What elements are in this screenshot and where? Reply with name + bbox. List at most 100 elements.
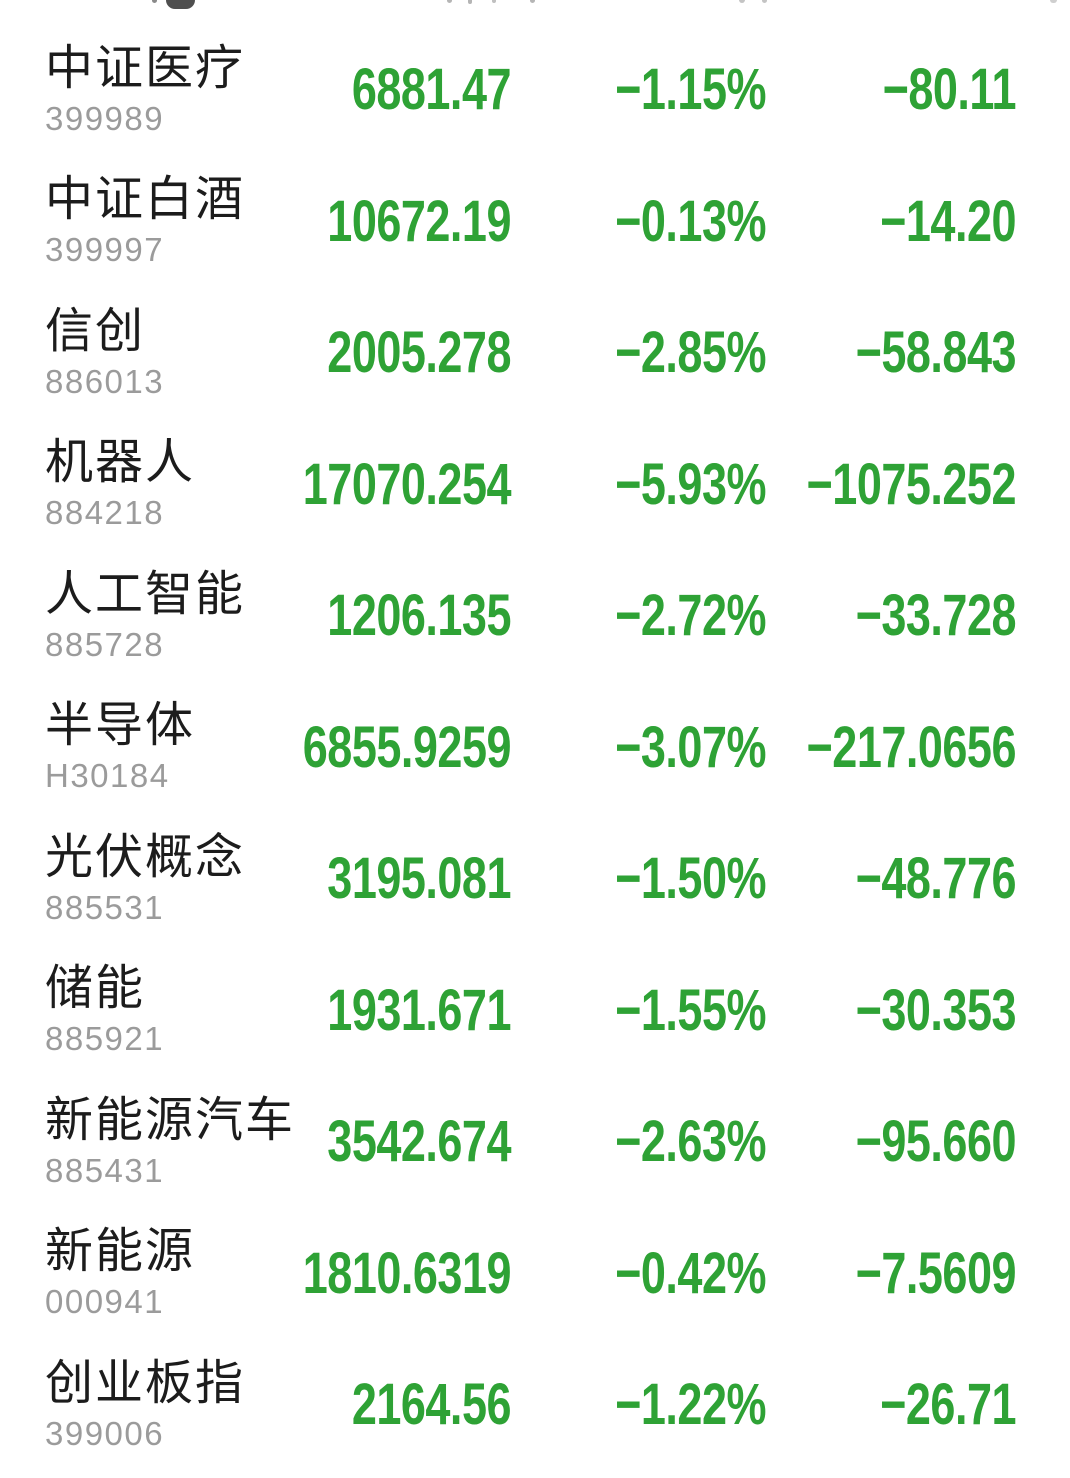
index-last-value: 3542.674 xyxy=(327,1107,511,1175)
index-name-cell: 创业板指 399006 xyxy=(45,1356,246,1452)
index-change-percent-cell: −2.85% xyxy=(511,323,766,382)
index-name-cell: 新能源 000941 xyxy=(45,1228,245,1321)
index-name-cell: 中证白酒 399997 xyxy=(45,173,246,269)
index-last-value: 2005.278 xyxy=(327,318,511,386)
index-change-amount: −26.71 xyxy=(880,1370,1016,1438)
index-last-value-cell: 2164.56 xyxy=(245,1375,512,1434)
clipped-text-fragment xyxy=(152,0,157,3)
index-last-value-cell: 2005.278 xyxy=(245,323,511,382)
index-code: 399997 xyxy=(45,231,165,269)
index-change-percent-cell: −1.55% xyxy=(511,980,766,1038)
index-name: 创业板指 xyxy=(45,1356,246,1410)
clipped-previous-row xyxy=(0,0,1070,24)
index-last-value: 2164.56 xyxy=(351,1370,512,1438)
index-change-amount: −217.0656 xyxy=(806,713,1017,780)
index-last-value: 6881.47 xyxy=(351,55,512,123)
index-change-amount: −58.843 xyxy=(855,318,1017,386)
index-row[interactable]: 信创 886013 2005.278 −2.85% −58.843 xyxy=(45,287,1017,419)
index-code: 885531 xyxy=(45,888,165,926)
index-change-percent-cell: −0.13% xyxy=(511,191,766,250)
index-change-percent: −0.13% xyxy=(615,187,766,254)
index-name-cell: 机器人 884218 xyxy=(45,436,245,532)
index-code: 399006 xyxy=(45,1414,165,1452)
index-name-cell: 信创 886013 xyxy=(45,304,245,400)
index-last-value-cell: 3195.081 xyxy=(245,849,511,908)
index-row[interactable]: 中证白酒 399997 10672.19 −0.13% −14.20 xyxy=(45,156,1016,288)
index-last-value: 17070.254 xyxy=(302,450,512,517)
index-name: 半导体 xyxy=(45,699,196,753)
index-name: 中证白酒 xyxy=(45,173,246,227)
index-name-cell: 光伏概念 885531 xyxy=(45,830,246,926)
index-list[interactable]: 中证医疗 399989 6881.47 −1.15% −80.11 中证白酒 3… xyxy=(0,24,1070,1471)
index-row[interactable]: 创业板指 399006 2164.56 −1.22% −26.71 xyxy=(45,1339,1016,1471)
index-row[interactable]: 中证医疗 399989 6881.47 −1.15% −80.11 xyxy=(45,24,1017,156)
index-row[interactable]: 新能源汽车 885431 3542.674 −2.63% −95.660 xyxy=(45,1076,1017,1208)
index-change-percent: −1.15% xyxy=(615,55,766,123)
index-row[interactable]: 机器人 884218 17070.254 −5.93% −1075.252 xyxy=(45,419,1017,551)
index-code: 884218 xyxy=(45,494,165,532)
index-name: 光伏概念 xyxy=(45,830,246,884)
clipped-text-fragment xyxy=(762,0,767,3)
index-row[interactable]: 光伏概念 885531 3195.081 −1.50% −48.776 xyxy=(45,813,1017,945)
index-last-value: 3195.081 xyxy=(327,844,511,912)
index-name-cell: 储能 885921 xyxy=(45,962,245,1056)
index-change-percent-cell: −1.22% xyxy=(511,1375,766,1434)
clipped-text-fragment xyxy=(447,0,452,3)
index-last-value-cell: 10672.19 xyxy=(245,191,511,250)
index-change-amount-cell: −95.660 xyxy=(766,1112,1017,1171)
index-last-value-cell: 6881.47 xyxy=(245,60,512,118)
index-last-value-cell: 3542.674 xyxy=(245,1112,511,1171)
index-change-amount: −95.660 xyxy=(855,1107,1017,1175)
index-change-percent-cell: −0.42% xyxy=(511,1243,766,1302)
index-last-value: 1206.135 xyxy=(327,581,511,649)
index-last-value: 10672.19 xyxy=(327,187,511,254)
index-change-percent: −2.85% xyxy=(615,318,766,386)
clipped-text-fragment xyxy=(492,0,496,3)
index-row[interactable]: 人工智能 885728 1206.135 −2.72% −33.728 xyxy=(45,550,1017,682)
index-last-value-cell: 1810.6319 xyxy=(245,1243,512,1302)
clipped-text-fragment xyxy=(468,0,472,4)
index-change-percent: −1.55% xyxy=(615,976,766,1043)
index-name: 储能 xyxy=(45,962,146,1016)
index-name: 信创 xyxy=(45,304,146,358)
index-change-amount: −1075.252 xyxy=(806,450,1017,517)
index-row[interactable]: 储能 885921 1931.671 −1.55% −30.353 xyxy=(45,945,1017,1077)
index-change-amount-cell: −1075.252 xyxy=(766,454,1017,513)
index-last-value: 1931.671 xyxy=(327,976,511,1043)
index-last-value-cell: 17070.254 xyxy=(245,454,512,513)
index-last-value: 6855.9259 xyxy=(302,713,512,780)
index-name: 中证医疗 xyxy=(45,41,246,95)
clipped-text-fragment xyxy=(739,0,745,3)
index-name: 新能源汽车 xyxy=(45,1093,296,1147)
index-change-percent: −1.50% xyxy=(615,844,766,912)
index-name-cell: 中证医疗 399989 xyxy=(45,41,246,137)
index-change-percent: −1.22% xyxy=(615,1370,766,1438)
index-change-amount-cell: −58.843 xyxy=(766,323,1017,382)
index-change-amount: −14.20 xyxy=(880,187,1016,254)
index-name-cell: 新能源汽车 885431 xyxy=(45,1093,296,1187)
index-change-percent: −5.93% xyxy=(615,450,766,517)
index-row[interactable]: 半导体 H30184 6855.9259 −3.07% −217.0656 xyxy=(45,682,1017,814)
index-change-amount: −80.11 xyxy=(882,55,1017,123)
index-last-value-cell: 1931.671 xyxy=(245,980,511,1038)
index-change-percent-cell: −1.15% xyxy=(511,60,766,118)
index-name-cell: 人工智能 885728 xyxy=(45,570,245,663)
index-name: 机器人 xyxy=(45,436,196,490)
index-change-amount-cell: −33.728 xyxy=(766,586,1017,645)
index-code: 000941 xyxy=(45,1283,165,1321)
index-code: 399989 xyxy=(45,99,165,137)
clipped-text-fragment xyxy=(1050,0,1057,3)
index-code: 885728 xyxy=(45,625,165,663)
index-change-amount: −30.353 xyxy=(855,976,1017,1043)
index-change-percent-cell: −2.63% xyxy=(511,1112,766,1171)
clipped-text-fragment xyxy=(166,0,195,9)
index-change-percent-cell: −5.93% xyxy=(511,454,766,513)
index-name-cell: 半导体 H30184 xyxy=(45,699,245,795)
index-change-percent-cell: −2.72% xyxy=(511,586,766,645)
index-row[interactable]: 新能源 000941 1810.6319 −0.42% −7.5609 xyxy=(45,1208,1017,1340)
index-change-percent-cell: −3.07% xyxy=(511,717,766,776)
index-change-amount-cell: −26.71 xyxy=(766,1375,1016,1434)
index-change-percent: −3.07% xyxy=(615,713,766,780)
index-code: H30184 xyxy=(45,757,170,795)
index-code: 886013 xyxy=(45,362,165,400)
